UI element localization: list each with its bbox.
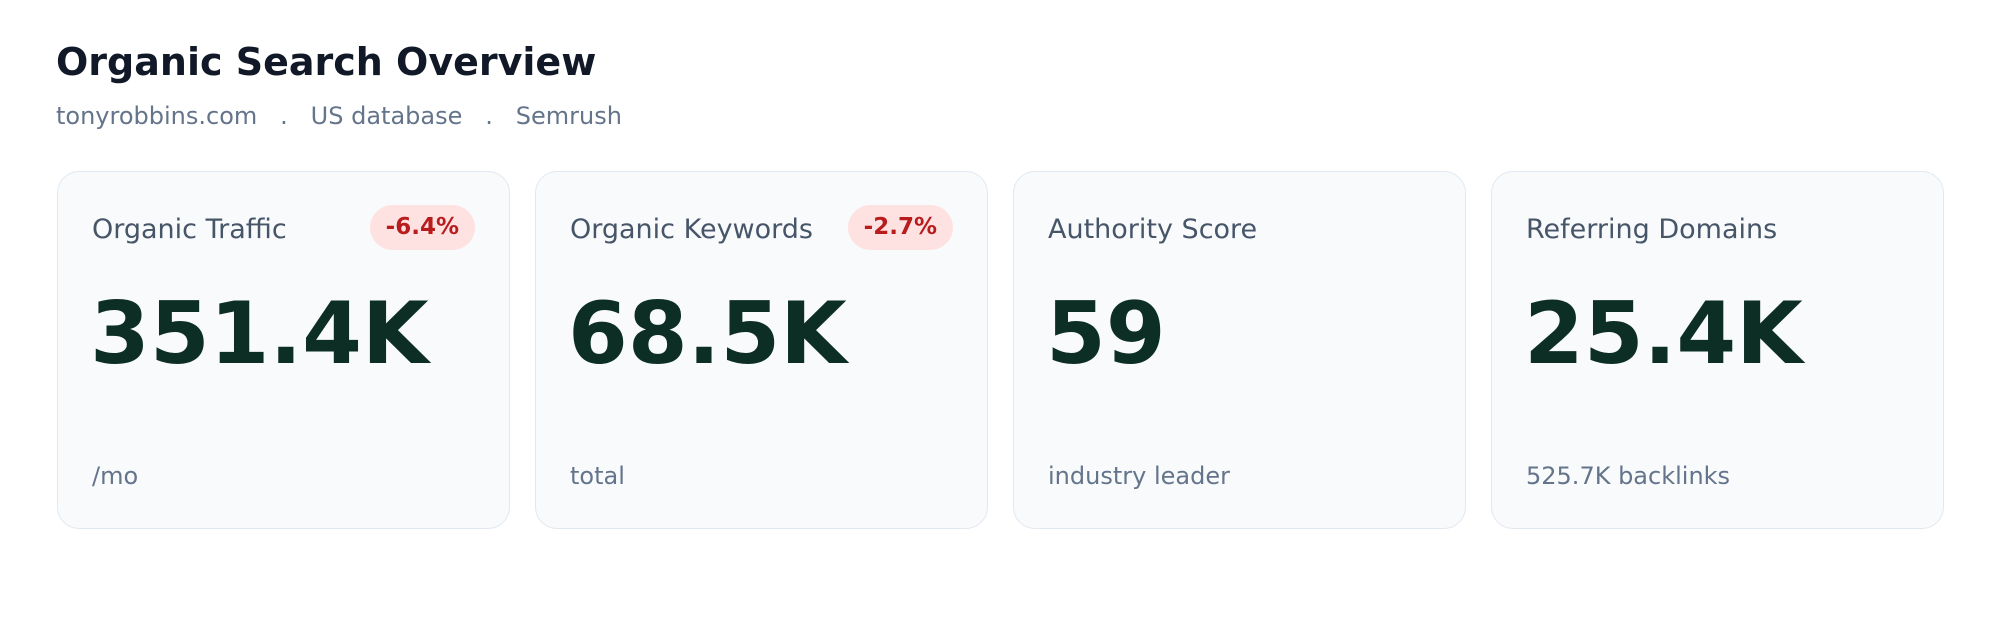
metric-value: 59 [1046,284,1166,384]
card-row: Organic Traffic -6.4% 351.4K/mo Organic Key… [57,171,1944,529]
metric-value: 25.4K [1524,284,1803,384]
metric-label: Organic Keywords [570,214,813,245]
metric-card: Referring Domains 25.4K 525.7K backlinks [1491,171,1944,529]
metric-label: Authority Score [1048,214,1258,245]
change-badge: -6.4% [369,205,475,250]
metric-card: Organic Keywords -2.7% 68.5K total [535,171,988,529]
metric-card: Organic Traffic -6.4% 351.4K/mo [57,171,510,529]
metric-note: /mo [92,462,139,490]
metric-card: Authority Score 59 industry leader [1013,171,1466,529]
metric-label: Referring Domains [1526,214,1778,245]
metric-note: total [570,462,625,490]
metric-value: 351.4K [90,284,429,384]
change-badge: -2.7% [847,205,953,250]
page-title: Organic Search Overview [56,40,597,84]
metric-note: 525.7K backlinks [1526,462,1731,490]
metric-label: Organic Traffic [92,214,287,245]
page-subtitle: tonyrobbins.com . US database . Semrush [56,102,622,130]
metric-note: industry leader [1048,462,1230,490]
metric-value: 68.5K [568,284,847,384]
